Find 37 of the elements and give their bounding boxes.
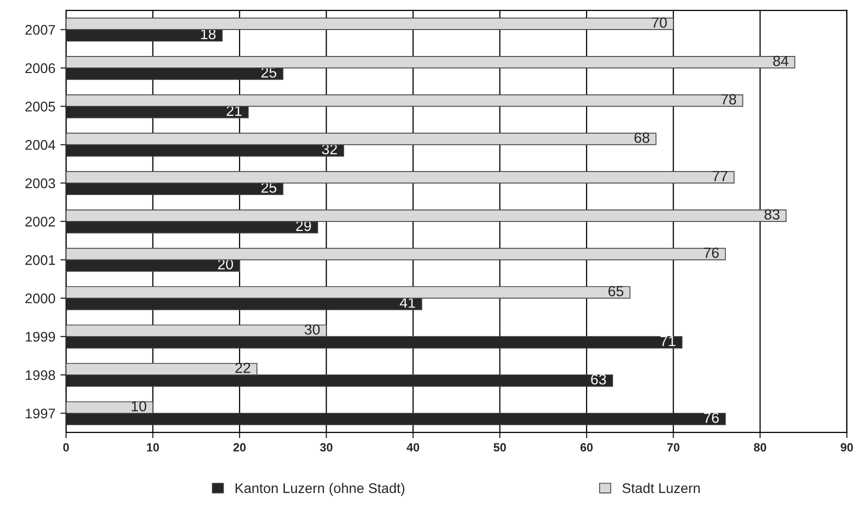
x-tick-label: 80 — [754, 443, 766, 452]
x-tick-label: 60 — [580, 443, 593, 452]
x-tick-label: 10 — [147, 443, 159, 452]
y-tick-label: 2000 — [25, 293, 56, 304]
data-label: 84 — [773, 56, 788, 66]
legend-label: Stadt Luzern — [622, 482, 700, 494]
data-label: 76 — [704, 248, 719, 258]
x-tick-label: 70 — [667, 443, 680, 452]
data-label: 68 — [634, 132, 650, 143]
data-label: 22 — [235, 362, 250, 373]
y-tick-label: 1997 — [26, 408, 55, 418]
x-tick-label: 40 — [406, 443, 420, 452]
data-label: 10 — [132, 401, 146, 412]
x-tick-label: 0 — [63, 443, 69, 452]
x-tick-label: 20 — [233, 443, 246, 452]
y-tick-label: 2006 — [25, 63, 56, 74]
data-label: 78 — [721, 94, 736, 104]
y-tick-label: 2003 — [25, 178, 56, 188]
y-tick-label: 2005 — [25, 102, 56, 112]
y-tick-label: 2002 — [25, 216, 55, 227]
data-label: 77 — [712, 171, 728, 182]
y-tick-label: 1999 — [26, 332, 55, 342]
y-tick-label: 2007 — [25, 24, 55, 35]
data-label: 76 — [704, 412, 719, 423]
x-tick-label: 90 — [840, 443, 853, 452]
x-tick-label: 50 — [494, 443, 506, 452]
y-tick-label: 2001 — [25, 255, 55, 265]
data-label: 65 — [608, 286, 624, 296]
data-label: 70 — [652, 17, 667, 28]
y-tick-label: 2004 — [25, 140, 56, 150]
data-label: 71 — [660, 336, 676, 346]
y-tick-label: 1998 — [26, 370, 56, 380]
legend-label: Kanton Luzern (ohne Stadt) — [236, 482, 404, 496]
data-label: 83 — [764, 209, 780, 220]
x-tick-label: 30 — [320, 443, 332, 452]
data-label: 30 — [304, 324, 320, 335]
data-label: 63 — [591, 374, 606, 385]
